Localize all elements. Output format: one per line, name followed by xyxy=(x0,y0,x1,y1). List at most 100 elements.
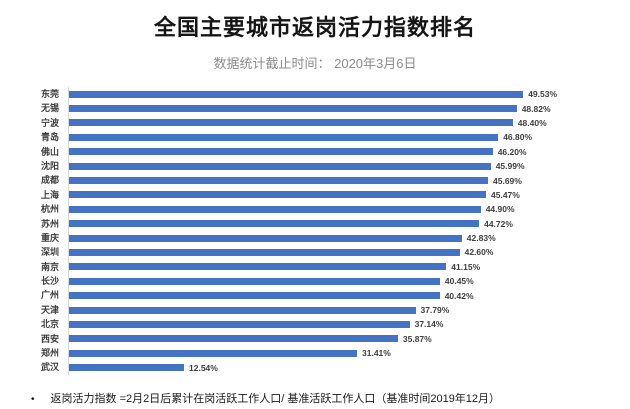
chart-row: 武汉 12.54% xyxy=(0,360,630,375)
bar xyxy=(69,90,524,98)
bar-track: 12.54% xyxy=(68,360,630,375)
bar xyxy=(69,148,493,156)
bar xyxy=(69,364,184,372)
footnote-text: 返岗活力指数 =2月2日后累计在岗活跃工作人口/ 基准活跃工作人口（基准时间20… xyxy=(50,392,501,405)
bar-track: 45.69% xyxy=(68,173,630,188)
chart-row: 郑州 31.41% xyxy=(0,346,630,361)
bar xyxy=(69,248,460,256)
chart-row: 深圳 42.60% xyxy=(0,245,630,260)
value-label: 45.99% xyxy=(495,161,525,172)
bar-track: 37.79% xyxy=(68,302,630,318)
chart-row: 佛山 46.20% xyxy=(0,144,630,159)
category-label: 深圳 xyxy=(40,247,59,258)
category-label: 无锡 xyxy=(40,103,59,114)
chart-row: 成都 45.69% xyxy=(0,173,630,188)
category-label: 宁波 xyxy=(40,117,59,128)
category-label: 武汉 xyxy=(40,362,59,373)
bar xyxy=(69,177,488,185)
bar xyxy=(69,191,486,199)
chart-row: 北京 37.14% xyxy=(0,317,630,332)
bar-track: 42.83% xyxy=(68,230,630,246)
chart-row: 重庆 42.83% xyxy=(0,230,630,246)
bar-track: 46.80% xyxy=(68,130,630,145)
value-label: 42.83% xyxy=(466,233,496,244)
bar xyxy=(69,335,398,343)
bar xyxy=(69,220,480,228)
value-label: 12.54% xyxy=(189,362,218,373)
value-label: 40.45% xyxy=(444,276,474,287)
bar-track: 40.42% xyxy=(68,288,630,303)
value-label: 46.80% xyxy=(503,132,533,143)
value-label: 48.40% xyxy=(517,117,547,128)
chart-row: 上海 45.47% xyxy=(0,187,630,203)
bar-chart: 东莞 49.53% 无锡 48.82% 宁波 48.40% 青岛 46.80% 佛山 46.20%… xyxy=(0,87,630,375)
category-label: 成都 xyxy=(40,175,59,186)
category-label: 广州 xyxy=(40,290,59,301)
value-label: 45.69% xyxy=(493,175,522,186)
value-label: 48.82% xyxy=(521,103,551,114)
value-label: 40.42% xyxy=(444,290,474,301)
page-subtitle: 数据统计截止时间： 2020年3月6日 xyxy=(213,56,417,71)
chart-row: 西安 35.87% xyxy=(0,331,630,347)
bar-track: 37.14% xyxy=(68,317,630,332)
category-label: 东莞 xyxy=(40,89,59,99)
category-label: 天津 xyxy=(40,304,59,315)
bar-track: 45.47% xyxy=(68,187,630,203)
value-label: 42.60% xyxy=(464,247,494,258)
bar xyxy=(69,205,481,213)
bar xyxy=(69,277,440,285)
chart-row: 长沙 40.45% xyxy=(0,274,630,289)
value-label: 37.79% xyxy=(420,305,450,316)
value-label: 44.72% xyxy=(484,218,513,229)
chart-row: 杭州 44.90% xyxy=(0,202,630,217)
category-label: 西安 xyxy=(40,333,59,344)
bar-track: 41.15% xyxy=(68,259,630,275)
bar xyxy=(69,306,416,314)
bar xyxy=(69,234,462,242)
bar-track: 40.45% xyxy=(68,274,630,289)
chart-row: 广州 40.42% xyxy=(0,288,630,303)
chart-row: 天津 37.79% xyxy=(0,302,630,318)
bar xyxy=(69,263,447,271)
bar-track: 46.20% xyxy=(68,144,630,159)
value-label: 37.14% xyxy=(414,319,444,330)
bar xyxy=(69,292,440,300)
value-label: 35.87% xyxy=(402,333,432,344)
bar-track: 44.90% xyxy=(68,202,630,217)
value-label: 46.20% xyxy=(497,146,527,157)
bar xyxy=(69,119,513,127)
bar-track: 31.41% xyxy=(68,346,630,361)
value-label: 41.15% xyxy=(451,261,481,272)
chart-row: 无锡 48.82% xyxy=(0,101,630,116)
chart-row: 苏州 44.72% xyxy=(0,216,630,231)
chart-row: 青岛 46.80% xyxy=(0,130,630,145)
chart-row: 宁波 48.40% xyxy=(0,115,630,131)
bullet-icon: • xyxy=(31,393,35,405)
bar-track: 45.99% xyxy=(68,158,630,174)
bar xyxy=(69,349,357,357)
bar-track: 49.53% xyxy=(68,87,630,102)
bar xyxy=(69,162,491,170)
footnote: • 返岗活力指数 =2月2日后累计在岗活跃工作人口/ 基准活跃工作人口（基准时间… xyxy=(0,390,630,406)
category-label: 上海 xyxy=(40,189,59,200)
bar-track: 42.60% xyxy=(68,245,630,260)
bar-track: 35.87% xyxy=(68,331,630,347)
category-label: 郑州 xyxy=(40,348,59,359)
bar xyxy=(69,133,499,141)
chart-row: 东莞 49.53% xyxy=(0,87,630,102)
bar xyxy=(69,105,517,113)
category-label: 重庆 xyxy=(40,232,59,243)
category-label: 长沙 xyxy=(40,276,59,287)
value-label: 31.41% xyxy=(362,348,391,359)
page-title: 全国主要城市返岗活力指数排名 xyxy=(153,15,476,40)
value-label: 44.90% xyxy=(485,204,515,215)
chart-row: 沈阳 45.99% xyxy=(0,158,630,174)
bar-track: 48.82% xyxy=(68,101,630,116)
value-label: 45.47% xyxy=(491,189,520,200)
value-label: 49.53% xyxy=(528,89,558,100)
category-label: 沈阳 xyxy=(40,160,59,171)
category-label: 北京 xyxy=(40,319,59,330)
category-label: 佛山 xyxy=(40,146,59,157)
bar-track: 48.40% xyxy=(68,115,630,131)
category-label: 青岛 xyxy=(40,132,59,143)
